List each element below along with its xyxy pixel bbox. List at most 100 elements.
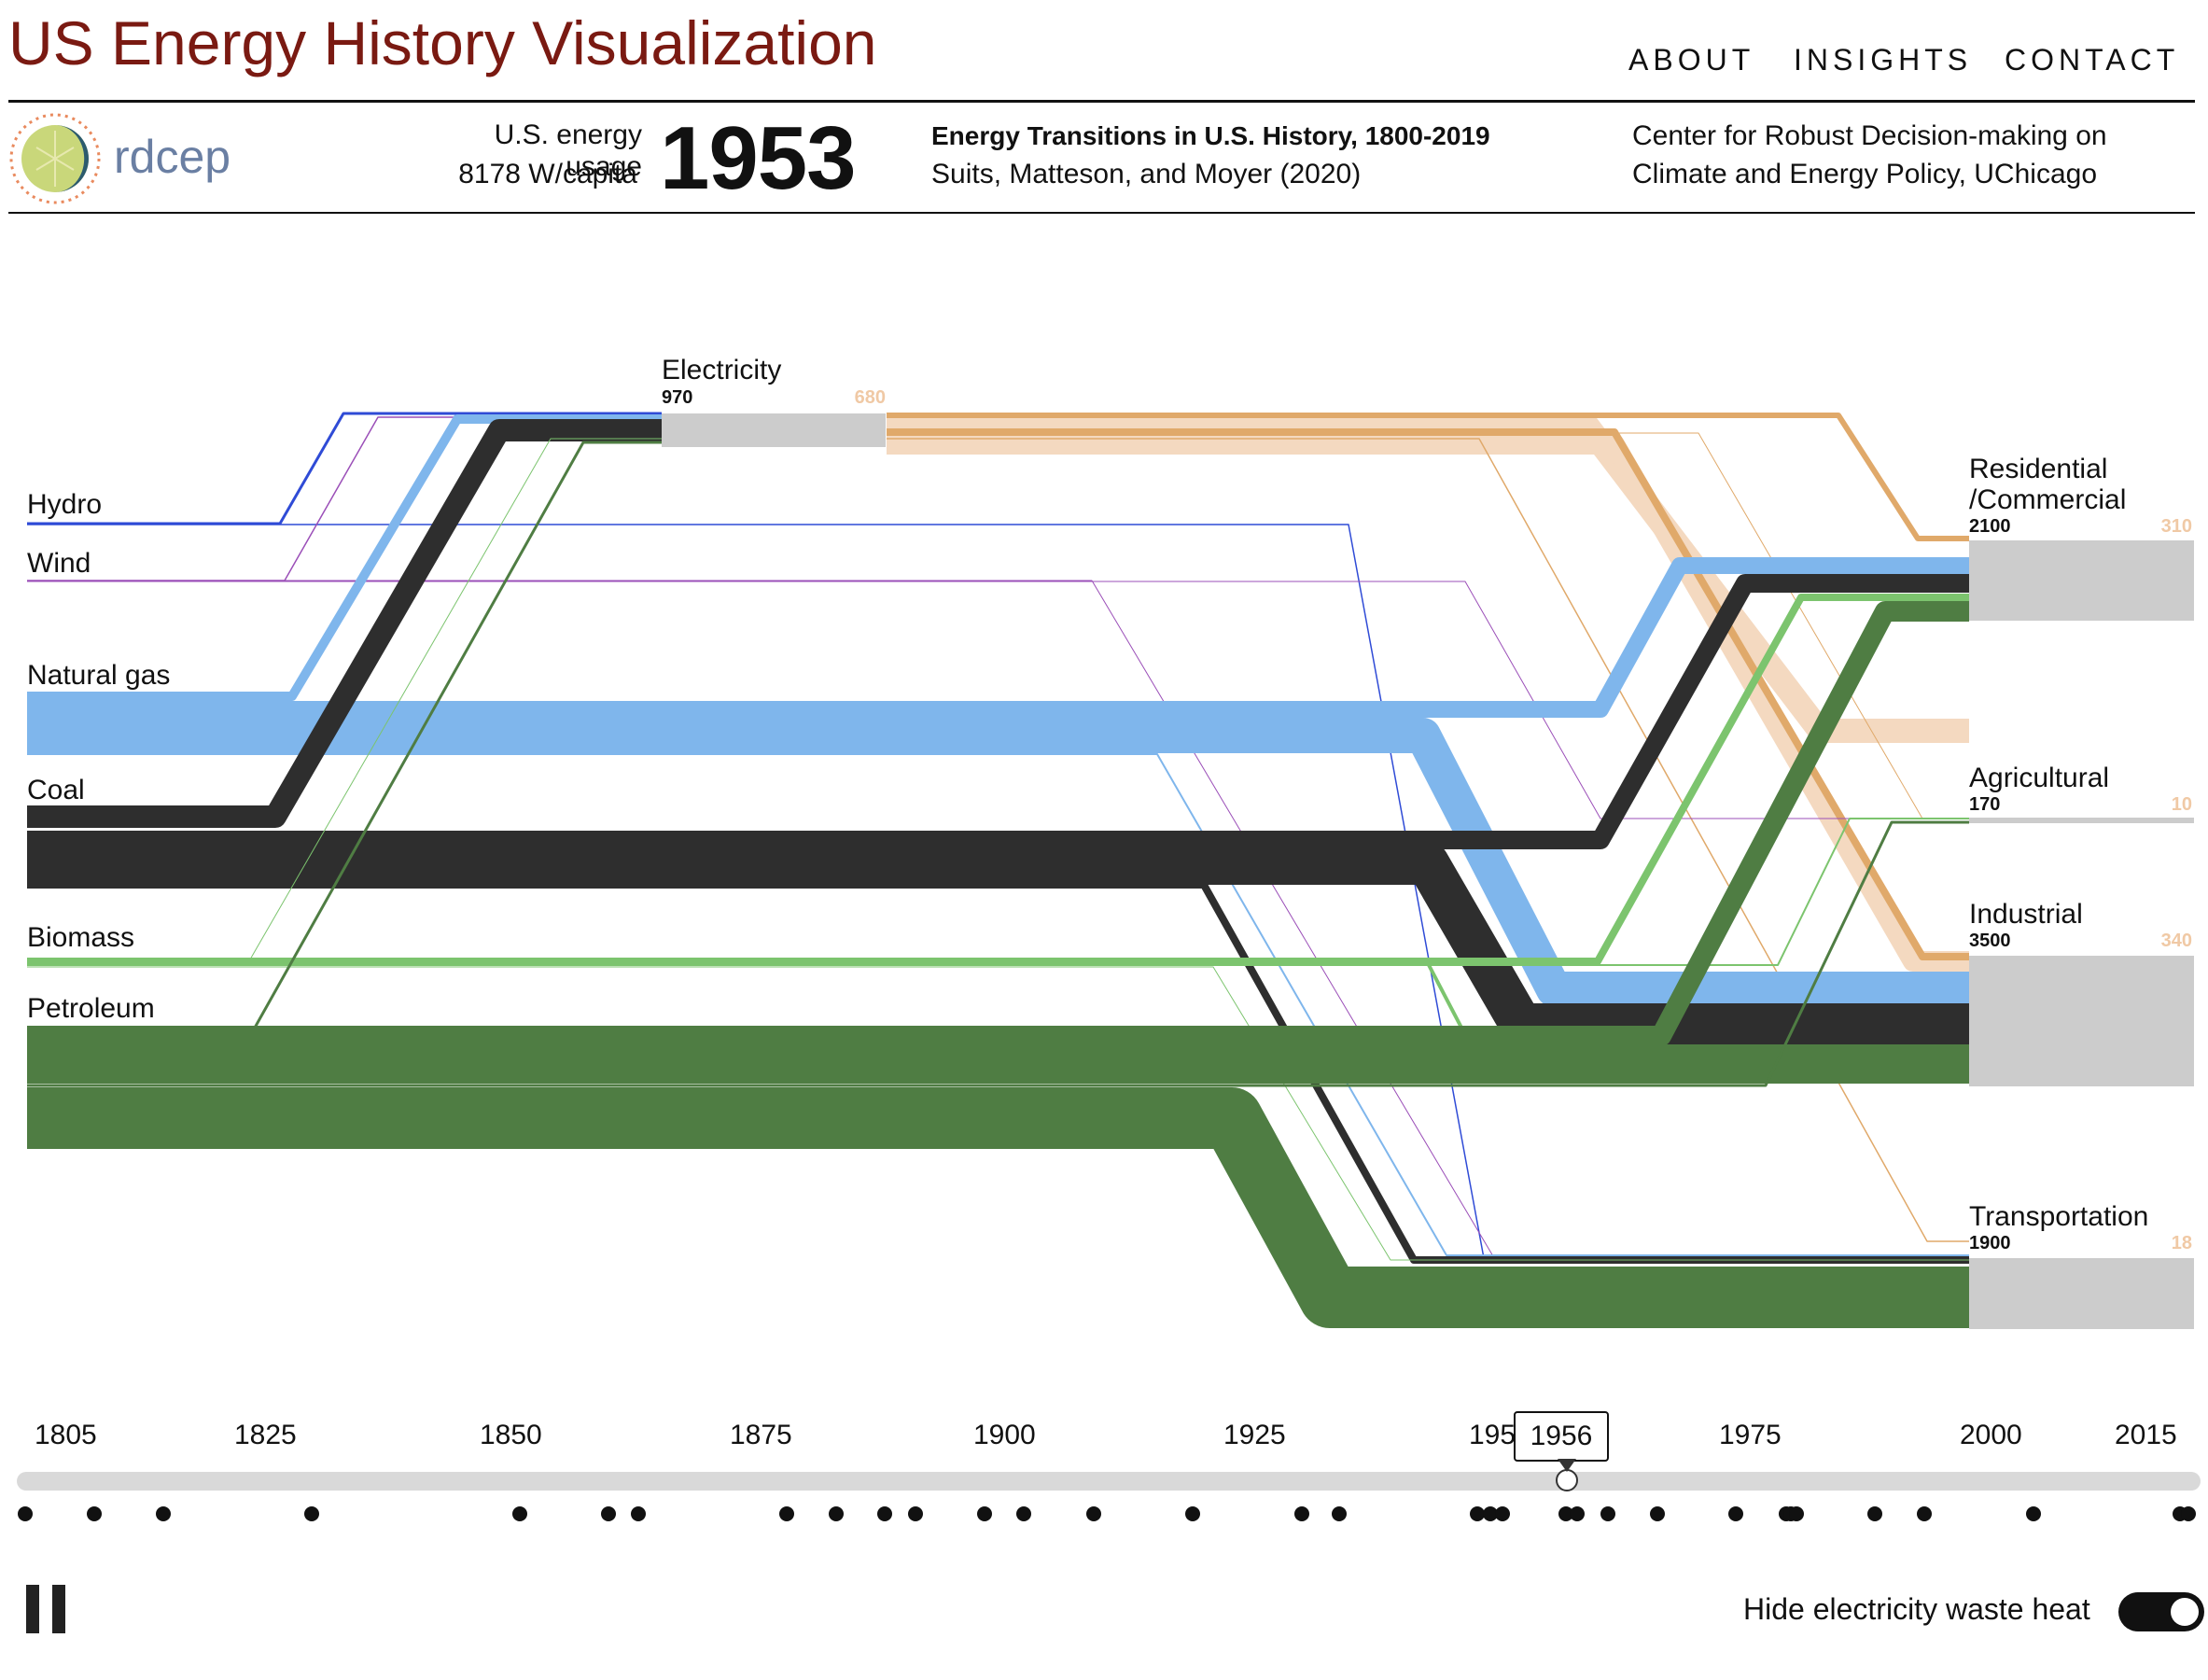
current-year: 1953: [660, 108, 857, 208]
timeline-year-dot: [1185, 1506, 1200, 1521]
timeline-year-dot: [1867, 1506, 1882, 1521]
flow-petroleum-transportation: [27, 1087, 1969, 1328]
flow-petroleum-agricultural: [27, 820, 1969, 1087]
source-label-biomass: Biomass: [27, 922, 134, 953]
rdcep-logo-text: rdcep: [114, 131, 231, 183]
timeline-year-dot: [1016, 1506, 1031, 1521]
node-agricultural: [1969, 818, 2194, 823]
electricity-label: Electricity: [662, 355, 781, 385]
timeline-year-dot: [1917, 1506, 1932, 1521]
flow-biomass-agricultural: [27, 818, 1969, 966]
flow-gas-residential: [27, 557, 1969, 718]
timeline-cursor-pointer: [1558, 1459, 1576, 1472]
flow-elec-transportation: [887, 438, 1969, 1242]
target-label-agricultural: Agricultural: [1969, 763, 2109, 793]
target-waste-agricultural: 10: [2172, 794, 2192, 815]
timeline-year-dot: [87, 1506, 102, 1521]
timeline-year-dot: [1483, 1506, 1498, 1521]
timeline-year-dot: [2181, 1506, 2196, 1521]
source-label-petroleum: Petroleum: [27, 993, 155, 1024]
flow-wind-electricity: [27, 416, 662, 581]
target-value-transportation: 1900: [1969, 1233, 2011, 1253]
timeline-year-dot: [1558, 1506, 1573, 1521]
target-label-residential: Residential: [1969, 454, 2107, 484]
usage-value: 8178 W/capita: [458, 159, 637, 189]
nav-insights[interactable]: INSIGHTS: [1794, 43, 1973, 77]
pause-button[interactable]: [26, 1585, 65, 1633]
timeline-tick-label: 1850: [480, 1420, 542, 1450]
timeline-year-dot: [977, 1506, 992, 1521]
timeline-year-dot: [1086, 1506, 1101, 1521]
target-value-industrial: 3500: [1969, 931, 2011, 951]
center-name-line1: Center for Robust Decision-making on: [1632, 120, 2107, 151]
header-divider: [8, 100, 2195, 103]
timeline-handle[interactable]: [1556, 1469, 1578, 1491]
timeline-year-dot: [631, 1506, 646, 1521]
timeline-cursor-year: 1956: [1514, 1411, 1609, 1462]
target-value-agricultural: 170: [1969, 794, 2000, 815]
timeline-year-markers: [18, 1506, 2196, 1521]
source-label-coal: Coal: [27, 775, 85, 805]
target-label-industrial: Industrial: [1969, 899, 2083, 930]
flow-gas-electricity: [27, 414, 662, 701]
target-label-commercial: /Commercial: [1969, 484, 2126, 515]
flow-coal-residential: [27, 574, 1969, 849]
rdcep-logo-icon: [9, 113, 101, 204]
sankey-flows: [27, 412, 1969, 1328]
flow-elec-residential: [887, 413, 1969, 541]
timeline-year-dot: [908, 1506, 923, 1521]
timeline-tick-label: 1825: [234, 1420, 297, 1450]
timeline-year-dot: [1600, 1506, 1615, 1521]
timeline-year-dot: [1570, 1506, 1585, 1521]
node-transportation: [1969, 1258, 2194, 1329]
timeline-year-dot: [18, 1506, 33, 1521]
timeline-tick-label: 1975: [1719, 1420, 1782, 1450]
timeline-tick-label: 2015: [2115, 1420, 2177, 1450]
page-title: US Energy History Visualization: [8, 8, 877, 77]
timeline-year-dot: [1650, 1506, 1665, 1521]
timeline-year-dot: [1728, 1506, 1743, 1521]
info-divider: [8, 212, 2195, 214]
timeline-year-dot: [512, 1506, 527, 1521]
waste-heat-toggle[interactable]: [2118, 1592, 2204, 1631]
flow-coal-electricity: [27, 419, 662, 828]
timeline-tick-label: 1805: [35, 1420, 97, 1450]
timeline-tick-label: 2000: [1960, 1420, 2022, 1450]
flow-biomass-electricity: [27, 438, 662, 960]
timeline-year-dot: [1294, 1506, 1309, 1521]
flow-gas-industrial: [27, 718, 1969, 1007]
center-name-line2: Climate and Energy Policy, UChicago: [1632, 159, 2098, 189]
timeline-year-dot: [156, 1506, 171, 1521]
source-label-wind: Wind: [27, 548, 91, 579]
electricity-waste-value: 680: [855, 387, 886, 408]
pause-icon: [26, 1585, 39, 1633]
electricity-value: 970: [662, 387, 692, 408]
timeline-year-dot: [1789, 1506, 1804, 1521]
flow-elec-waste-industrial: [887, 434, 1969, 972]
timeline-year-dot: [1495, 1506, 1510, 1521]
node-electricity: [662, 413, 886, 447]
timeline[interactable]: 1805 1825 1850 1875 1900 1925 195 1975 2…: [17, 1420, 2201, 1521]
paper-title: Energy Transitions in U.S. History, 1800…: [931, 121, 1490, 150]
timeline-year-dot: [1332, 1506, 1347, 1521]
flow-elec-industrial: [887, 428, 1969, 960]
target-value-residential: 2100: [1969, 516, 2011, 537]
nav-about[interactable]: ABOUT: [1628, 43, 1755, 77]
nav-contact[interactable]: CONTACT: [2005, 43, 2180, 77]
flow-petroleum-residential: [27, 601, 1969, 1046]
timeline-year-dot: [304, 1506, 319, 1521]
flow-gas-transportation: [27, 753, 1969, 1256]
sankey-labels: Hydro Wind Natural gas Coal Biomass Petr…: [27, 355, 2192, 1253]
flow-hydro-electricity: [27, 412, 662, 525]
sankey-nodes: [662, 413, 2194, 1329]
pause-icon: [52, 1585, 65, 1633]
target-waste-transportation: 18: [2172, 1233, 2192, 1253]
timeline-tick-label: 195: [1469, 1420, 1516, 1450]
target-waste-residential: 310: [2161, 516, 2192, 537]
node-industrial: [1969, 956, 2194, 1086]
timeline-tick-label: 1875: [730, 1420, 792, 1450]
usage-label: U.S. energy usage: [494, 119, 642, 182]
timeline-track[interactable]: [17, 1472, 2201, 1491]
flow-coal-industrial: [27, 842, 1969, 1046]
